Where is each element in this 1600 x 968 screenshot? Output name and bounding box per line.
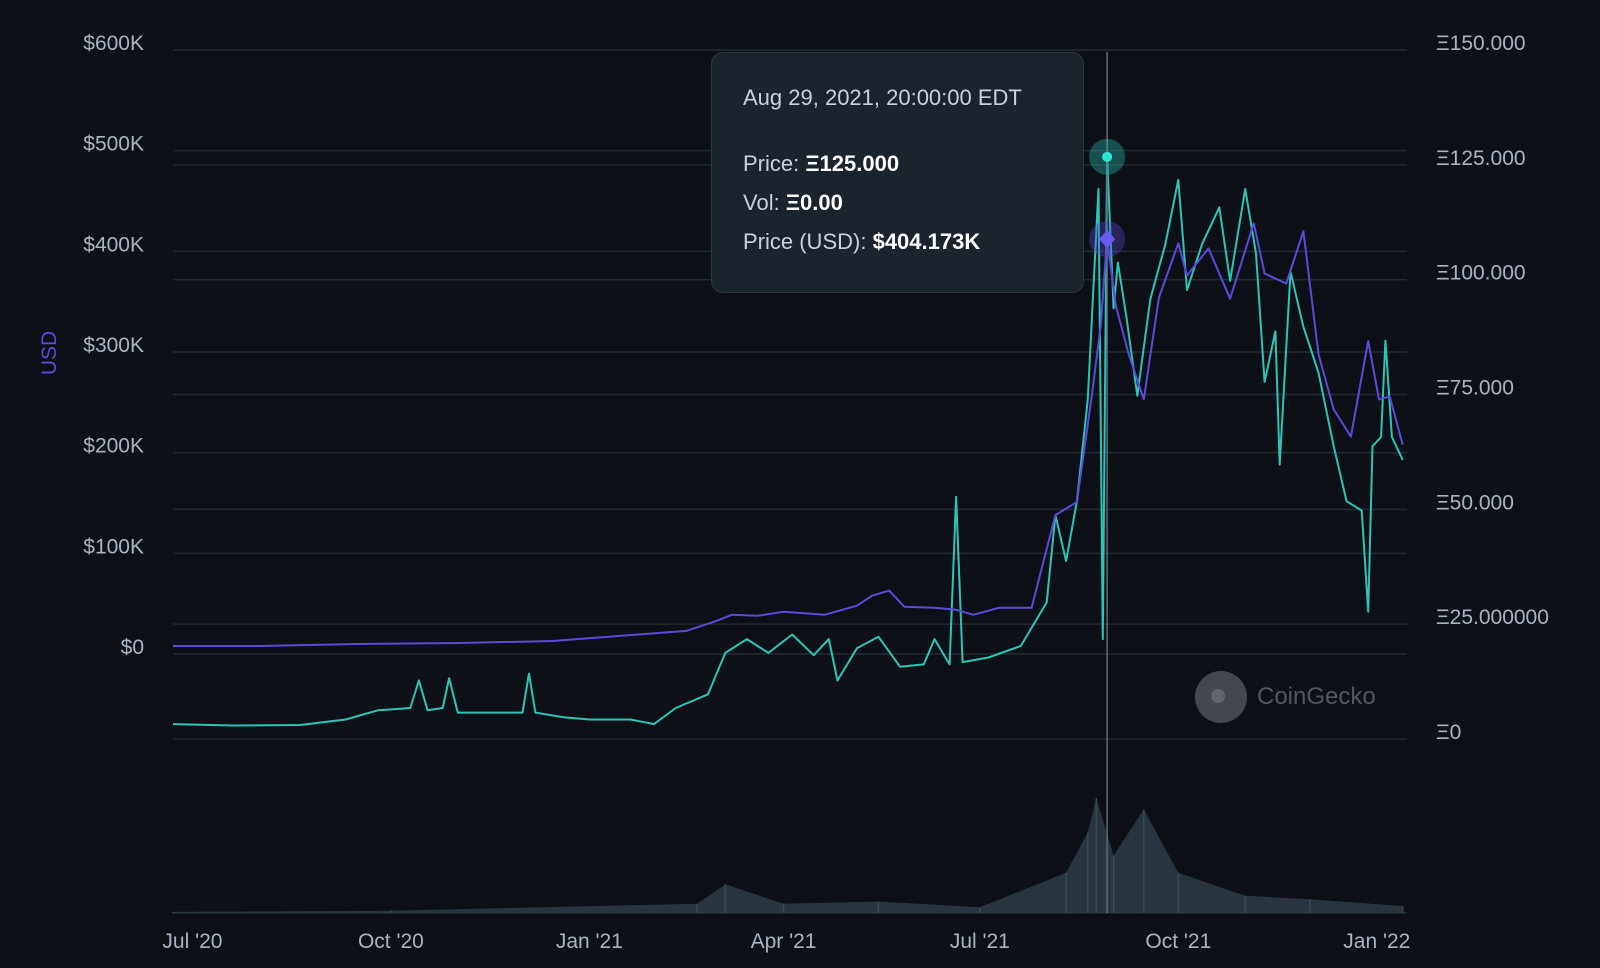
series-line-usd — [173, 222, 1404, 647]
y-right-tick-label: Ξ25.000000 — [1436, 606, 1549, 629]
y-right-tick-label: Ξ100.000 — [1436, 262, 1526, 285]
tooltip-usd-row: Price (USD): $404.173K — [743, 229, 1052, 255]
tooltip-price-label: Price: — [743, 151, 800, 176]
tooltip-vol-label: Vol: — [743, 190, 780, 215]
coingecko-watermark: CoinGecko — [1195, 670, 1376, 724]
x-tick-label: Jul '20 — [162, 930, 222, 953]
y-left-tick-label: $400K — [83, 233, 144, 256]
watermark-text: CoinGecko — [1257, 683, 1376, 710]
tooltip-price-row: Price: Ξ125.000 — [743, 151, 1052, 177]
tooltip-usd-label: Price (USD): — [743, 229, 867, 254]
x-tick-label: Oct '20 — [358, 930, 424, 953]
tooltip-date: Aug 29, 2021, 20:00:00 EDT — [743, 85, 1022, 110]
marker-usd — [1099, 230, 1116, 249]
grid-lines — [173, 49, 1407, 914]
marker-eth — [1102, 151, 1113, 162]
y-right-tick-label: Ξ75.000 — [1436, 377, 1514, 400]
y-axis-title: USD — [38, 331, 61, 375]
x-tick-label: Jan '21 — [556, 930, 623, 953]
y-left-tick-label: $500K — [83, 133, 144, 156]
y-left-tick-label: $600K — [83, 32, 144, 55]
crosshair — [1089, 52, 1126, 913]
tooltip: Aug 29, 2021, 20:00:00 EDT Price: Ξ125.0… — [711, 52, 1084, 293]
x-axis: Jul '20 Oct '20 Jan '21 Apr '21 Jul '21 Oct '… — [162, 930, 1410, 953]
x-tick-label: Apr '21 — [751, 930, 817, 953]
y-left-tick-label: $300K — [83, 334, 144, 357]
y-right-tick-label: Ξ125.000 — [1436, 147, 1526, 170]
x-tick-label: Jan '22 — [1343, 930, 1410, 953]
volume-bars — [172, 798, 1404, 913]
y-axis-left: $600K $500K $400K $300K $200K $100K $0 — [83, 32, 144, 659]
series-volume-area — [173, 798, 1403, 913]
y-left-tick-label: $200K — [83, 435, 144, 458]
series-line-eth — [172, 155, 1404, 727]
tooltip-vol-row: Vol: Ξ0.00 — [743, 190, 1052, 216]
y-left-tick-label: $100K — [83, 535, 144, 558]
x-tick-label: Oct '21 — [1145, 930, 1211, 953]
tooltip-price-value: Ξ125.000 — [805, 151, 900, 176]
tooltip-usd-value: $404.173K — [872, 229, 981, 254]
series-lines — [172, 155, 1404, 727]
y-axis-right: Ξ150.000 Ξ125.000 Ξ100.000 Ξ75.000 Ξ50.000 Ξ2… — [1436, 32, 1549, 744]
y-left-tick-label: $0 — [121, 636, 144, 659]
y-right-tick-label: Ξ150.000 — [1436, 32, 1526, 55]
tooltip-vol-value: Ξ0.00 — [785, 190, 843, 215]
coingecko-logo-icon — [1195, 671, 1247, 723]
x-tick-label: Jul '21 — [950, 930, 1010, 953]
y-right-tick-label: Ξ50.000 — [1436, 491, 1514, 514]
y-right-tick-label: Ξ0 — [1436, 721, 1461, 744]
